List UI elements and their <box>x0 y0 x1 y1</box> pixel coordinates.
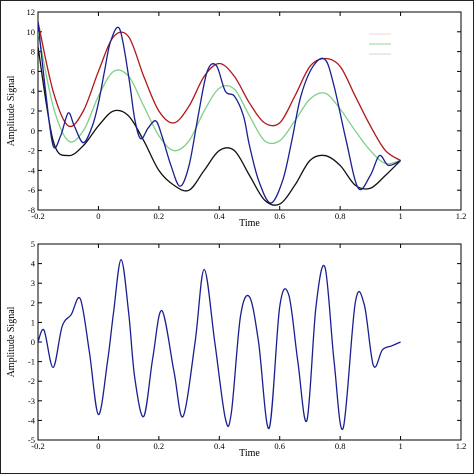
x-tick-label: 1.2 <box>456 441 467 451</box>
y-tick-label: -3 <box>28 396 35 406</box>
y-tick-label: 4 <box>31 86 36 96</box>
y-tick-label: -5 <box>28 435 35 445</box>
x-axis-label: Time <box>239 218 260 229</box>
y-tick-label: 2 <box>31 106 35 116</box>
y-axis-label: Amplitude Signal <box>6 75 17 146</box>
x-tick-label: 1 <box>398 441 402 451</box>
y-tick-label: 1 <box>31 317 35 327</box>
x-tick-label: 1.2 <box>456 211 467 221</box>
y-tick-label: -2 <box>28 146 35 156</box>
series-line-0 <box>38 21 401 162</box>
y-tick-label: 4 <box>31 259 36 269</box>
series-line-2 <box>38 46 402 206</box>
y-tick-label: -2 <box>28 376 35 386</box>
x-tick-label: 0.6 <box>274 211 285 221</box>
x-tick-label: 0.4 <box>214 211 225 221</box>
x-tick-label: 0 <box>96 441 100 451</box>
y-tick-label: -4 <box>28 165 36 175</box>
y-tick-label: 3 <box>31 278 35 288</box>
top-chart: -0.2 0 0.2 0.4 0.6 0.8 1 1.2 -8 -6 -4 -2 0 2 4 6 8 10 12 Ti… <box>6 7 466 229</box>
y-tick-label: -1 <box>28 357 35 367</box>
y-tick-label: 8 <box>31 47 35 57</box>
y-tick-label: -8 <box>28 205 35 215</box>
y-tick-label: 12 <box>27 7 36 17</box>
x-tick-label: 0.2 <box>154 441 165 451</box>
x-tick-label: 0.8 <box>335 441 346 451</box>
y-tick-label: 0 <box>31 337 35 347</box>
plot-area-box <box>37 243 462 441</box>
x-tick-label: 0 <box>96 211 100 221</box>
x-tick-label: 1 <box>398 211 402 221</box>
y-axis-label: Amplitude Signal <box>6 306 17 377</box>
bottom-chart: -0.2 0 0.2 0.4 0.6 0.8 1 1.2 -5 -4 -3 -2 -1 0 1 2 3 4 5 Tim… <box>6 239 466 459</box>
series-line-0 <box>38 259 401 431</box>
x-tick-label: 0.8 <box>335 211 346 221</box>
x-tick-label: 0.6 <box>274 441 285 451</box>
series-group <box>38 21 402 206</box>
y-tick-label: 0 <box>31 126 35 136</box>
x-axis-label: Time <box>239 448 260 459</box>
y-tick-label: -4 <box>28 415 36 425</box>
y-tick-label: 5 <box>31 239 35 249</box>
y-tick-label: 2 <box>31 298 35 308</box>
series-group <box>38 259 401 431</box>
y-tick-label: 6 <box>31 66 35 76</box>
series-line-3 <box>38 21 401 204</box>
legend <box>365 22 401 66</box>
x-tick-label: 0.2 <box>154 211 165 221</box>
y-tick-label: -6 <box>28 185 35 195</box>
series-line-1 <box>38 31 401 165</box>
y-tick-label: 10 <box>27 27 36 37</box>
x-tick-label: -0.2 <box>31 211 44 221</box>
x-tick-label: 0.4 <box>214 441 225 451</box>
x-tick-label: -0.2 <box>31 441 44 451</box>
